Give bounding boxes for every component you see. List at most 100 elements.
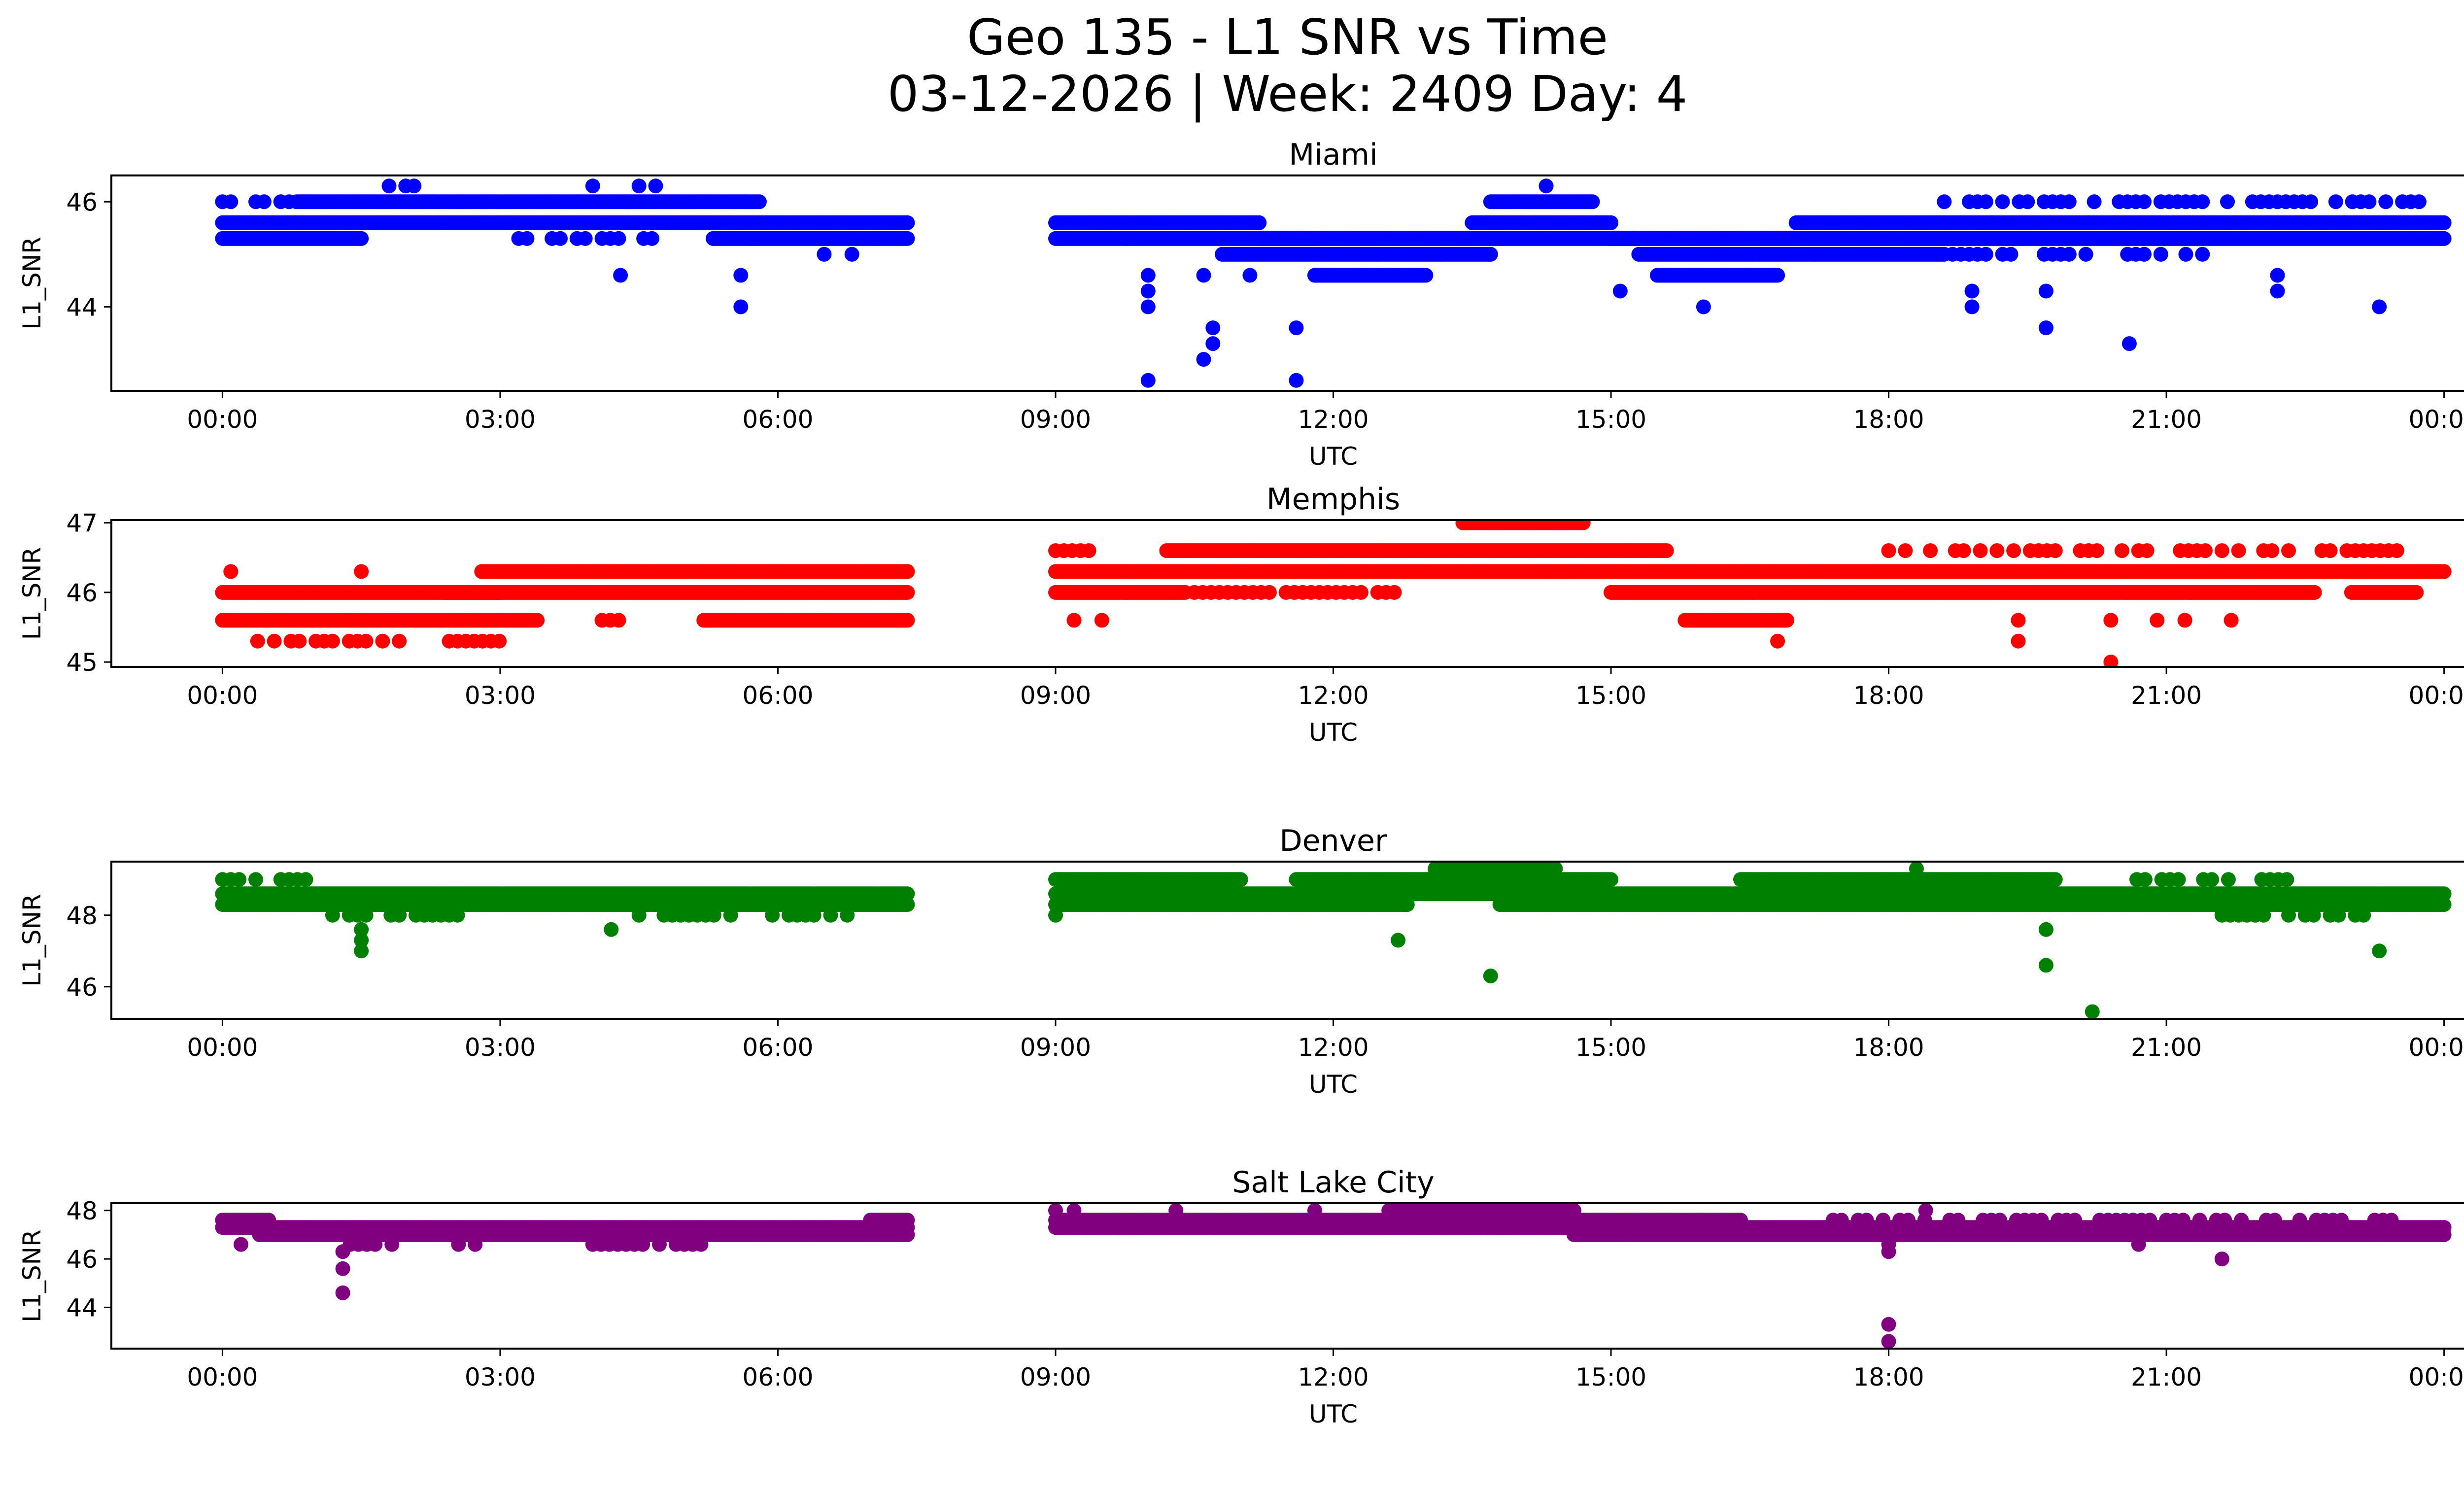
data-point bbox=[645, 231, 659, 246]
data-point bbox=[2137, 246, 2152, 262]
data-point bbox=[2061, 194, 2077, 209]
data-point bbox=[2153, 246, 2168, 262]
data-point bbox=[2020, 194, 2035, 209]
data-point bbox=[267, 633, 282, 649]
data-point bbox=[1140, 373, 1156, 388]
data-point bbox=[1937, 194, 1952, 209]
data-point bbox=[1262, 585, 1277, 600]
data-point bbox=[2195, 194, 2210, 209]
data-point bbox=[1612, 283, 1628, 299]
data-point bbox=[358, 633, 374, 649]
y-tick-label: 44 bbox=[66, 293, 98, 321]
data-point bbox=[1585, 194, 1600, 209]
data-point bbox=[585, 178, 600, 194]
scatter-series bbox=[215, 178, 2452, 388]
data-point bbox=[2436, 564, 2452, 579]
data-point bbox=[578, 231, 593, 246]
data-point bbox=[519, 231, 535, 246]
x-axis-label: UTC bbox=[1309, 442, 1358, 471]
y-tick-label: 46 bbox=[66, 188, 98, 216]
data-point bbox=[1196, 268, 1211, 283]
data-point bbox=[1205, 320, 1221, 336]
data-point bbox=[256, 194, 272, 209]
x-tick-label: 00:00 bbox=[2409, 405, 2464, 434]
data-point bbox=[325, 633, 340, 649]
x-tick-label: 15:00 bbox=[1575, 405, 1646, 434]
data-point bbox=[1353, 585, 1369, 600]
data-point bbox=[1770, 268, 1785, 283]
data-point bbox=[381, 178, 397, 194]
data-point bbox=[1483, 246, 1498, 262]
scatter-series bbox=[215, 520, 2452, 667]
data-point bbox=[250, 633, 265, 649]
data-point bbox=[2328, 194, 2343, 209]
data-point bbox=[613, 268, 628, 283]
data-point bbox=[2122, 336, 2137, 351]
data-point bbox=[375, 633, 390, 649]
data-point bbox=[2137, 194, 2152, 209]
data-point bbox=[900, 564, 915, 579]
data-point bbox=[1978, 194, 1993, 209]
data-point bbox=[492, 633, 507, 649]
data-point bbox=[2361, 194, 2377, 209]
data-point bbox=[2003, 246, 2019, 262]
data-point bbox=[2303, 194, 2319, 209]
data-point bbox=[631, 178, 647, 194]
data-point bbox=[1964, 283, 1980, 299]
data-point bbox=[844, 246, 859, 262]
data-point bbox=[1205, 336, 1221, 351]
x-tick-label: 06:00 bbox=[742, 405, 813, 434]
data-point bbox=[1964, 299, 1980, 314]
data-point bbox=[2372, 299, 2387, 314]
data-point bbox=[900, 215, 915, 230]
data-point bbox=[392, 633, 407, 649]
data-point bbox=[1604, 215, 1618, 230]
subplot-miami: Miami 44 46 L1_SNR 00:00 03:00 06:00 09:00 12:00… bbox=[18, 138, 2464, 471]
x-tick-label: 03:00 bbox=[465, 405, 536, 434]
data-point bbox=[2436, 231, 2452, 246]
data-point bbox=[1081, 543, 1096, 558]
data-point bbox=[223, 194, 239, 209]
data-point bbox=[611, 231, 626, 246]
data-point bbox=[900, 585, 915, 600]
data-point bbox=[611, 613, 626, 628]
data-point bbox=[817, 246, 832, 262]
x-tick-label: 09:00 bbox=[1020, 405, 1091, 434]
data-point bbox=[2078, 246, 2093, 262]
data-point bbox=[1387, 585, 1402, 600]
data-point bbox=[2061, 246, 2077, 262]
data-point bbox=[2270, 268, 2285, 283]
data-point bbox=[223, 564, 239, 579]
data-point bbox=[1539, 178, 1554, 194]
x-tick-label: 12:00 bbox=[1298, 405, 1369, 434]
data-point bbox=[1289, 373, 1304, 388]
data-point bbox=[2087, 194, 2102, 209]
data-point bbox=[2038, 320, 2053, 336]
data-point bbox=[2178, 246, 2193, 262]
data-point bbox=[1289, 320, 1304, 336]
subplot-title: Miami bbox=[1289, 138, 1377, 172]
x-tick-label: 21:00 bbox=[2131, 405, 2202, 434]
y-axis-label: L1_SNR bbox=[18, 237, 46, 330]
data-point bbox=[1995, 194, 2010, 209]
data-point bbox=[1140, 268, 1156, 283]
data-point bbox=[733, 299, 749, 314]
data-point bbox=[553, 231, 568, 246]
data-point bbox=[1978, 246, 1993, 262]
data-point bbox=[1659, 543, 1674, 558]
data-point bbox=[752, 194, 767, 209]
data-point bbox=[2270, 283, 2285, 299]
data-point bbox=[2220, 194, 2235, 209]
data-point bbox=[1242, 268, 1258, 283]
data-point bbox=[530, 613, 545, 628]
data-point bbox=[1575, 520, 1591, 530]
data-point bbox=[1140, 283, 1156, 299]
x-tick-label: 18:00 bbox=[1853, 405, 1924, 434]
x-tick-label: 00:00 bbox=[187, 405, 258, 434]
data-point bbox=[2378, 194, 2394, 209]
data-point bbox=[2038, 283, 2053, 299]
data-point bbox=[2195, 246, 2210, 262]
data-point bbox=[1252, 215, 1267, 230]
